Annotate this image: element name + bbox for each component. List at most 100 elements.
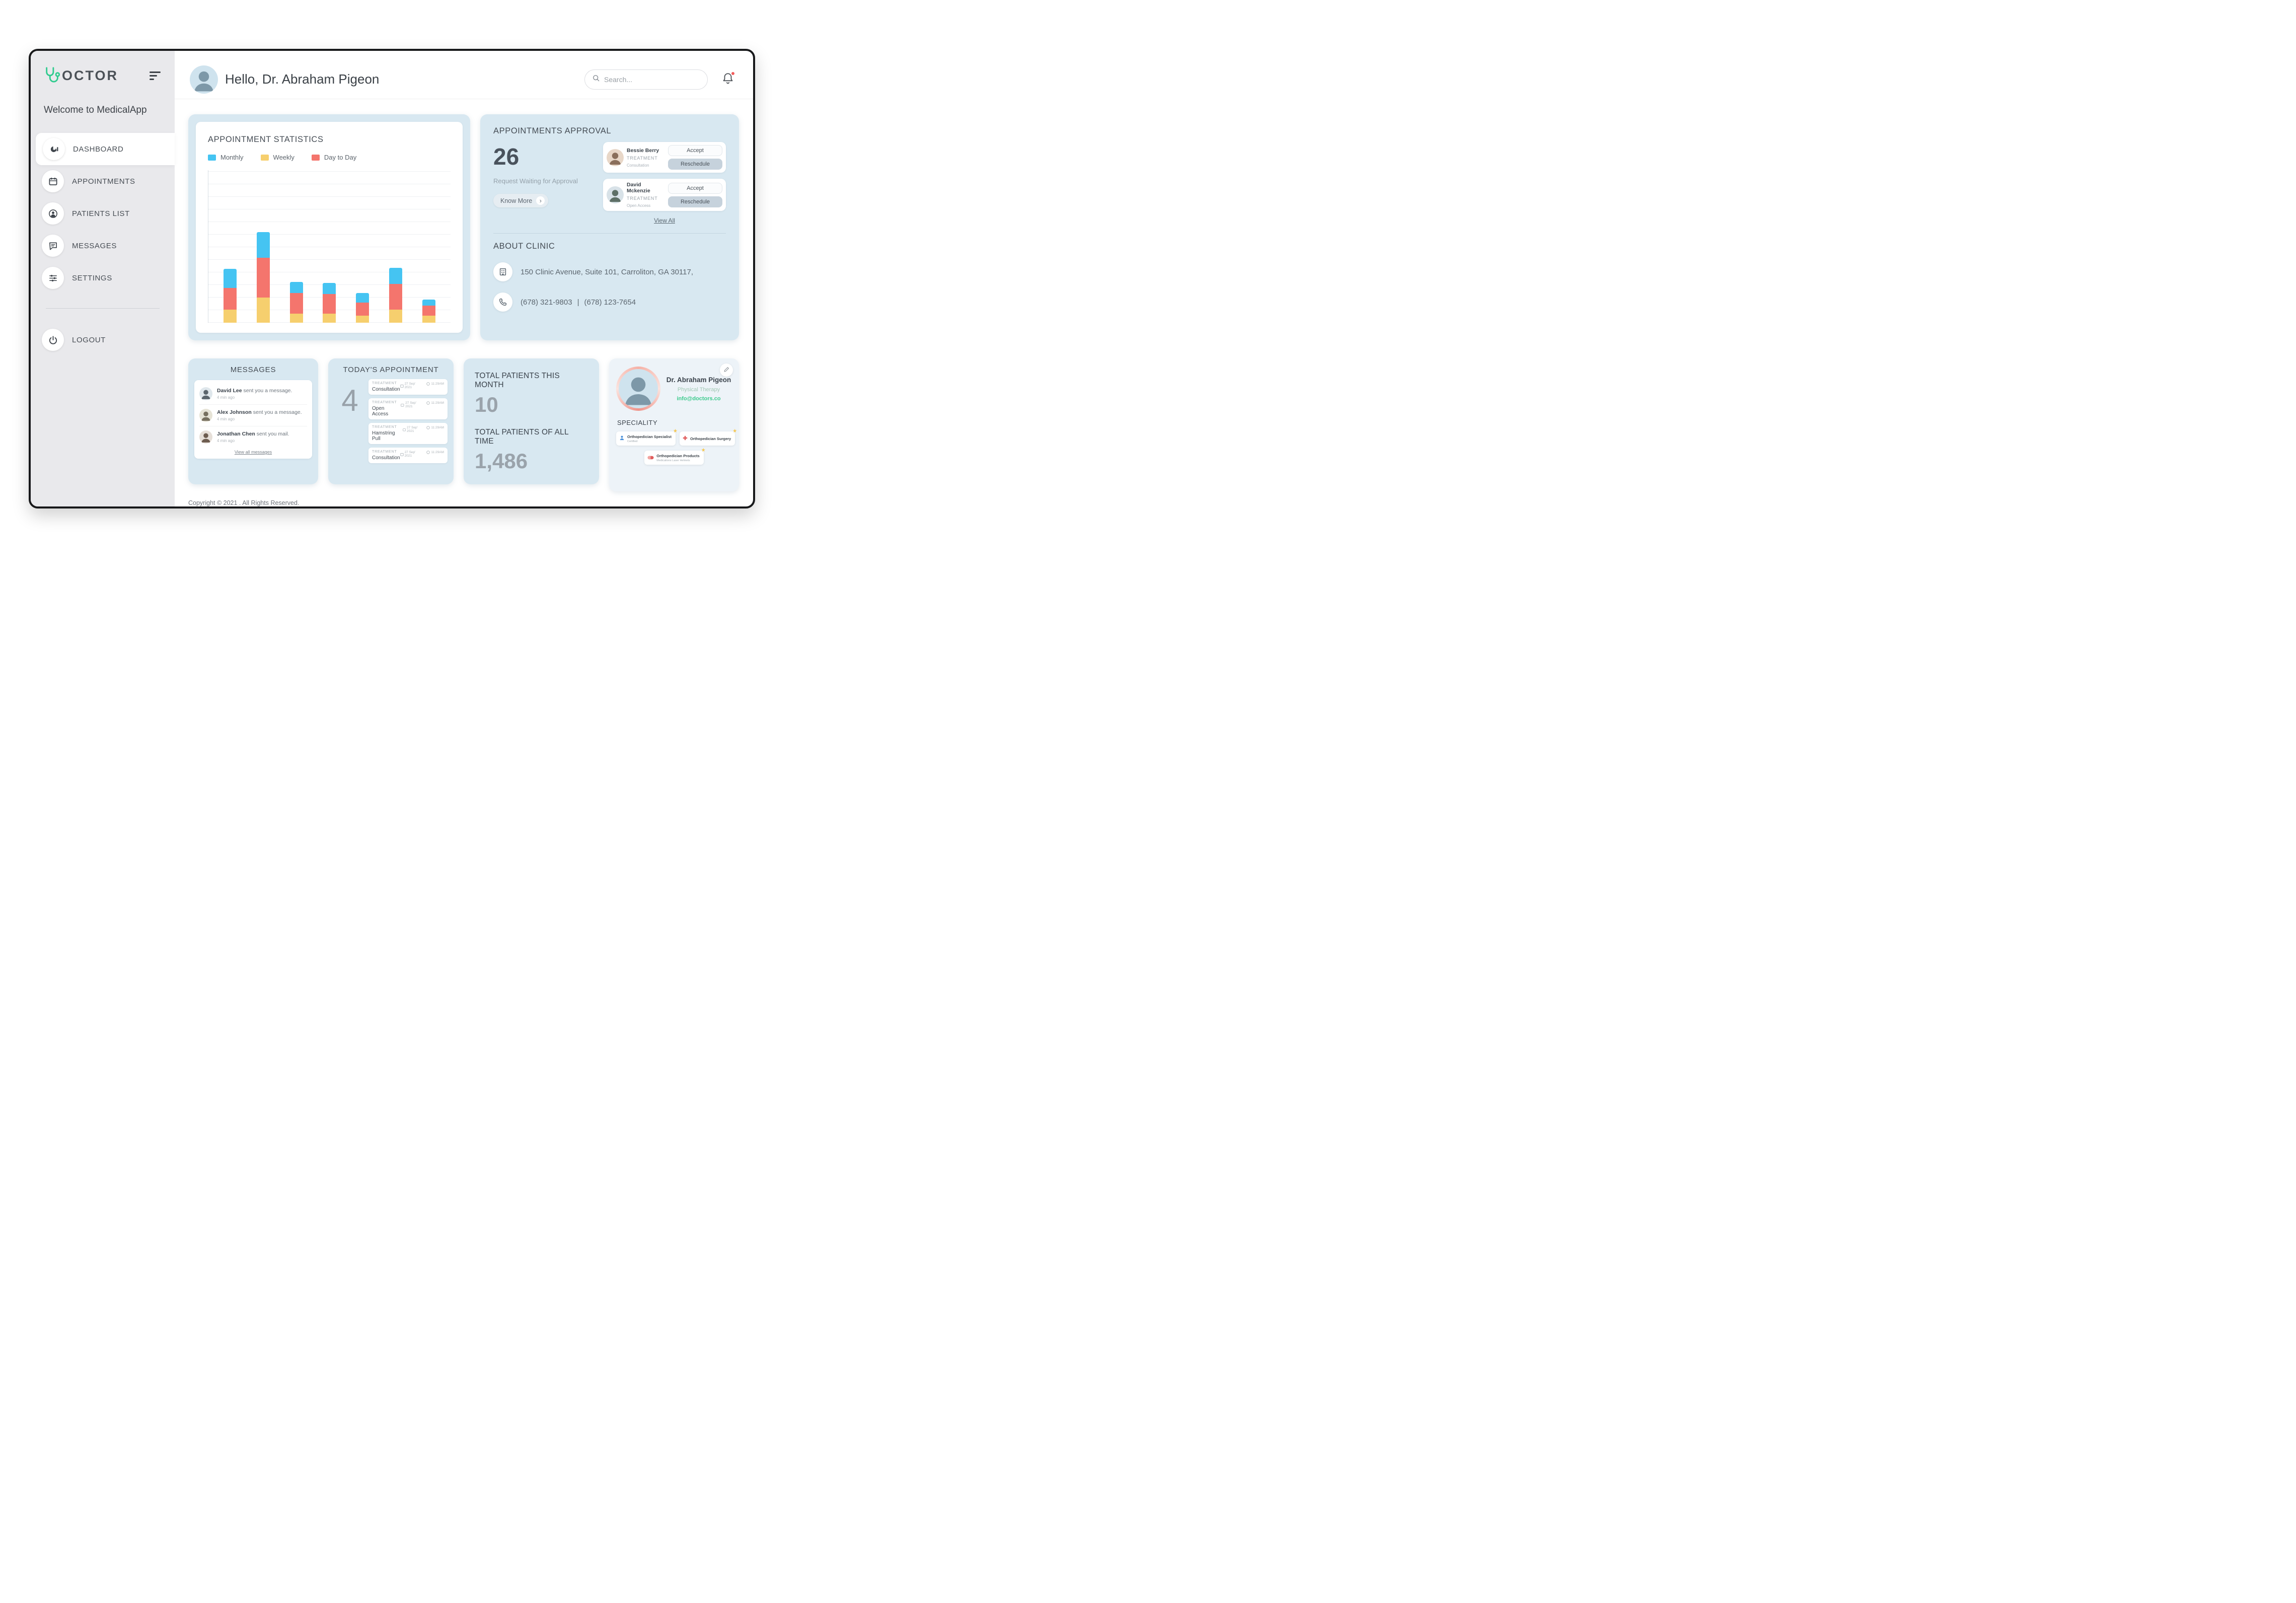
message-item[interactable]: Jonathan Chen sent you mail. 4 min ago	[199, 426, 307, 448]
bar-chart	[208, 170, 451, 323]
header-avatar[interactable]	[190, 65, 218, 94]
bar-segment-weekly	[356, 315, 369, 323]
sidebar-collapse-icon[interactable]	[150, 71, 161, 80]
clinic-phones: (678) 321-9803 | (678) 123-7654	[521, 298, 636, 307]
message-sender: Alex Johnson	[217, 409, 252, 415]
total-month-value: 10	[475, 393, 498, 416]
appointment-date: 27 Sep' 2021	[407, 426, 418, 433]
badge-title: Orthopedician Surgery	[690, 436, 731, 441]
message-text: sent you mail.	[255, 431, 289, 437]
appointment-date: 27 Sep' 2021	[404, 382, 416, 389]
bar-group-4	[323, 283, 336, 323]
sidebar-item-logout[interactable]: LOGOUT	[31, 324, 175, 356]
approval-request: Bessie Berry TREATMENT Consultation Acce…	[603, 142, 726, 173]
sidebar: OCTOR Welcome to MedicalApp DASHBOARD AP…	[31, 51, 175, 506]
bar-segment-day-to-day	[256, 257, 270, 298]
appointment-category: TREATMENT	[372, 401, 397, 404]
about-clinic-title: ABOUT CLINIC	[493, 242, 555, 251]
phone-divider: |	[577, 298, 579, 307]
request-detail: Open Access	[627, 203, 651, 208]
avatar	[607, 186, 624, 203]
view-all-messages-link[interactable]: View all messages	[234, 450, 272, 455]
message-item[interactable]: Alex Johnson sent you a message. 4 min a…	[199, 405, 307, 426]
bar-segment-monthly	[356, 293, 369, 303]
star-icon: ★	[701, 448, 706, 453]
sidebar-item-label: APPOINTMENTS	[72, 177, 135, 186]
sidebar-item-settings[interactable]: SETTINGS	[31, 262, 175, 294]
know-more-label: Know More	[500, 197, 533, 204]
clock-mini-icon	[426, 426, 430, 429]
bar-group-1	[223, 268, 237, 323]
phone-secondary: (678) 123-7654	[584, 298, 636, 307]
chevron-right-icon: ›	[536, 196, 545, 205]
appointment-item: TREATMENT Consultation 27 Sep' 2021 11:2…	[368, 448, 448, 463]
request-category: TREATMENT	[627, 196, 658, 201]
bar-segment-monthly	[323, 283, 336, 295]
bar-segment-day-to-day	[356, 302, 369, 316]
bar-segment-monthly	[256, 232, 270, 258]
avatar	[199, 387, 212, 400]
chat-icon	[42, 235, 64, 257]
appointments-approval-card: APPOINTMENTS APPROVAL 26 Request Waiting…	[480, 114, 739, 340]
reschedule-button[interactable]: Reschedule	[668, 196, 722, 207]
know-more-button[interactable]: Know More ›	[493, 194, 549, 207]
search-box[interactable]	[584, 69, 708, 90]
app-window: OCTOR Welcome to MedicalApp DASHBOARD AP…	[29, 49, 755, 508]
messages-title: MESSAGES	[230, 366, 276, 374]
request-name: David Mckenzie	[627, 182, 650, 194]
header-actions	[584, 69, 738, 90]
bar-segment-weekly	[256, 297, 270, 323]
sidebar-item-dashboard[interactable]: DASHBOARD	[36, 133, 175, 165]
legend-label: Day to Day	[324, 154, 357, 161]
bar-segment-day-to-day	[223, 288, 237, 310]
profile-header: Dr. Abraham Pigeon Physical Therapy info…	[616, 367, 732, 411]
appointment-category: TREATMENT	[372, 450, 397, 454]
calendar-mini-icon	[400, 453, 404, 456]
sidebar-item-appointments[interactable]: APPOINTMENTS	[31, 165, 175, 197]
appointment-category: TREATMENT	[372, 425, 397, 429]
logo-text: OCTOR	[62, 68, 119, 83]
bar-segment-weekly	[422, 315, 435, 323]
bar-segment-weekly	[389, 309, 403, 323]
approval-request: David Mckenzie TREATMENT Open Access Acc…	[603, 179, 726, 211]
reschedule-button[interactable]: Reschedule	[668, 159, 722, 170]
profile-avatar	[619, 369, 658, 408]
accept-button[interactable]: Accept	[668, 182, 722, 194]
approval-count: 26	[493, 143, 520, 170]
bar-group-3	[289, 282, 303, 323]
total-patients-card: TOTAL PATIENTS THIS MONTH 10 TOTAL PATIE…	[464, 358, 599, 484]
statistics-panel: APPOINTMENT STATISTICS Monthly Weekly	[196, 122, 463, 333]
approval-title: APPOINTMENTS APPROVAL	[493, 126, 612, 135]
messages-card: MESSAGES David Lee sent you a message. 4…	[188, 358, 318, 484]
view-all-link[interactable]: View All	[654, 217, 675, 224]
search-input[interactable]	[604, 75, 700, 84]
sidebar-item-label: PATIENTS LIST	[72, 209, 130, 218]
legend-item-day-to-day: Day to Day	[311, 154, 357, 161]
profile-email[interactable]: info@doctors.co	[677, 395, 721, 402]
todays-appointment-card: TODAY'S APPOINTMENT 4 TREATMENT Consulta…	[328, 358, 454, 484]
pill-icon	[647, 453, 654, 462]
search-icon	[592, 74, 600, 85]
welcome-text: Welcome to MedicalApp	[44, 105, 147, 115]
badge-subtitle: Certified	[627, 440, 638, 443]
pencil-icon	[723, 366, 730, 374]
sidebar-item-messages[interactable]: MESSAGES	[31, 230, 175, 262]
edit-profile-button[interactable]	[720, 363, 733, 377]
legend-swatch	[311, 154, 320, 161]
sidebar-item-label: LOGOUT	[72, 335, 106, 344]
avatar	[607, 149, 624, 166]
legend-swatch	[260, 154, 269, 161]
bar-segment-weekly	[223, 309, 237, 323]
bar-group-7	[422, 299, 435, 323]
message-item[interactable]: David Lee sent you a message. 4 min ago	[199, 383, 307, 405]
accept-button[interactable]: Accept	[668, 145, 722, 156]
appointment-time: 11:29AM	[431, 426, 444, 429]
bar-segment-weekly	[289, 313, 303, 323]
sidebar-item-patients-list[interactable]: PATIENTS LIST	[31, 197, 175, 230]
bar-segment-monthly	[289, 282, 303, 294]
message-time: 4 min ago	[217, 439, 235, 443]
approval-subtitle: Request Waiting for Approval	[493, 177, 578, 185]
notifications-button[interactable]	[718, 69, 738, 90]
legend-item-monthly: Monthly	[208, 154, 244, 161]
appointment-time: 11:29AM	[431, 451, 444, 454]
